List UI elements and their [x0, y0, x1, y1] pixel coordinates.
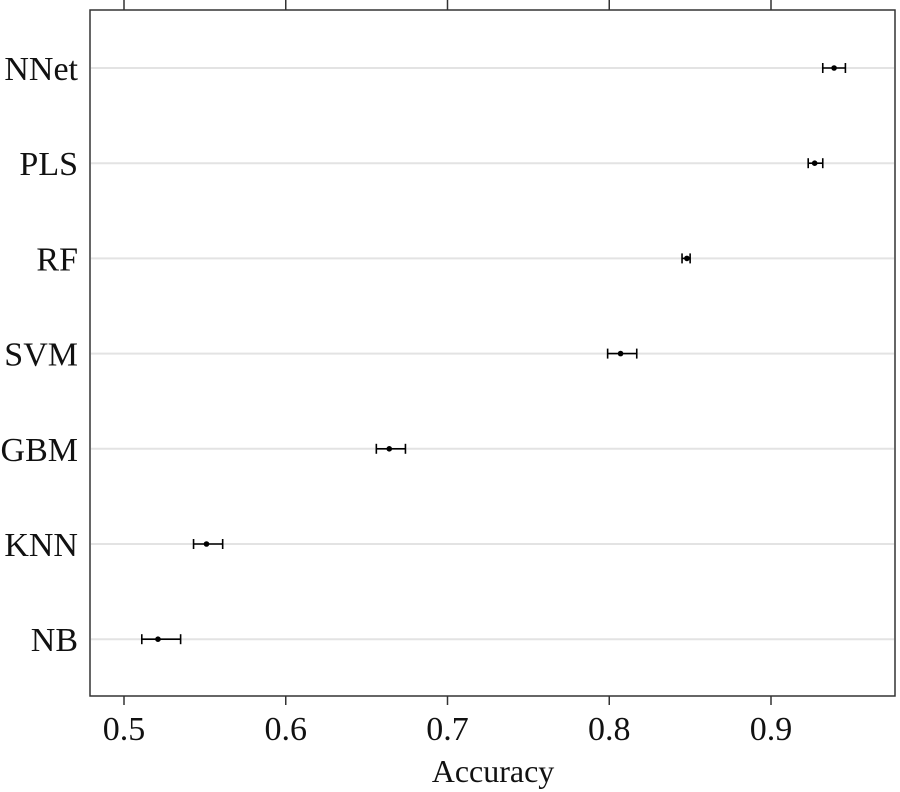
x-tick-label-0.5: 0.5 [103, 711, 146, 748]
x-tick-label-0.7: 0.7 [426, 711, 469, 748]
bottom-axis-ticks [123, 696, 772, 705]
point-rf [684, 255, 690, 262]
point-svm [617, 350, 624, 357]
x-axis-tick-labels: 0.5 0.6 0.7 0.8 0.9 [103, 711, 793, 748]
category-label-pls: PLS [19, 146, 78, 183]
category-label-svm: SVM [4, 337, 78, 374]
point-knn [203, 541, 210, 547]
point-gbm [386, 446, 393, 452]
point-nb [155, 636, 161, 642]
category-label-nnet: NNet [4, 51, 78, 88]
gridlines [91, 67, 894, 641]
category-label-rf: RF [36, 241, 78, 278]
x-tick-label-0.8: 0.8 [588, 711, 631, 748]
point-pls [811, 160, 818, 166]
data-marks [140, 63, 847, 645]
x-tick-label-0.6: 0.6 [265, 711, 308, 748]
x-tick-label-0.9: 0.9 [750, 711, 793, 748]
y-axis-category-labels: NNet PLS RF SVM GBM KNN NB [1, 51, 79, 659]
x-axis-title: Accuracy [432, 753, 555, 789]
category-label-knn: KNN [4, 527, 78, 564]
point-nnet [831, 65, 837, 71]
top-axis-ticks [123, 0, 772, 10]
category-label-gbm: GBM [1, 432, 78, 469]
category-label-nb: NB [31, 622, 78, 659]
